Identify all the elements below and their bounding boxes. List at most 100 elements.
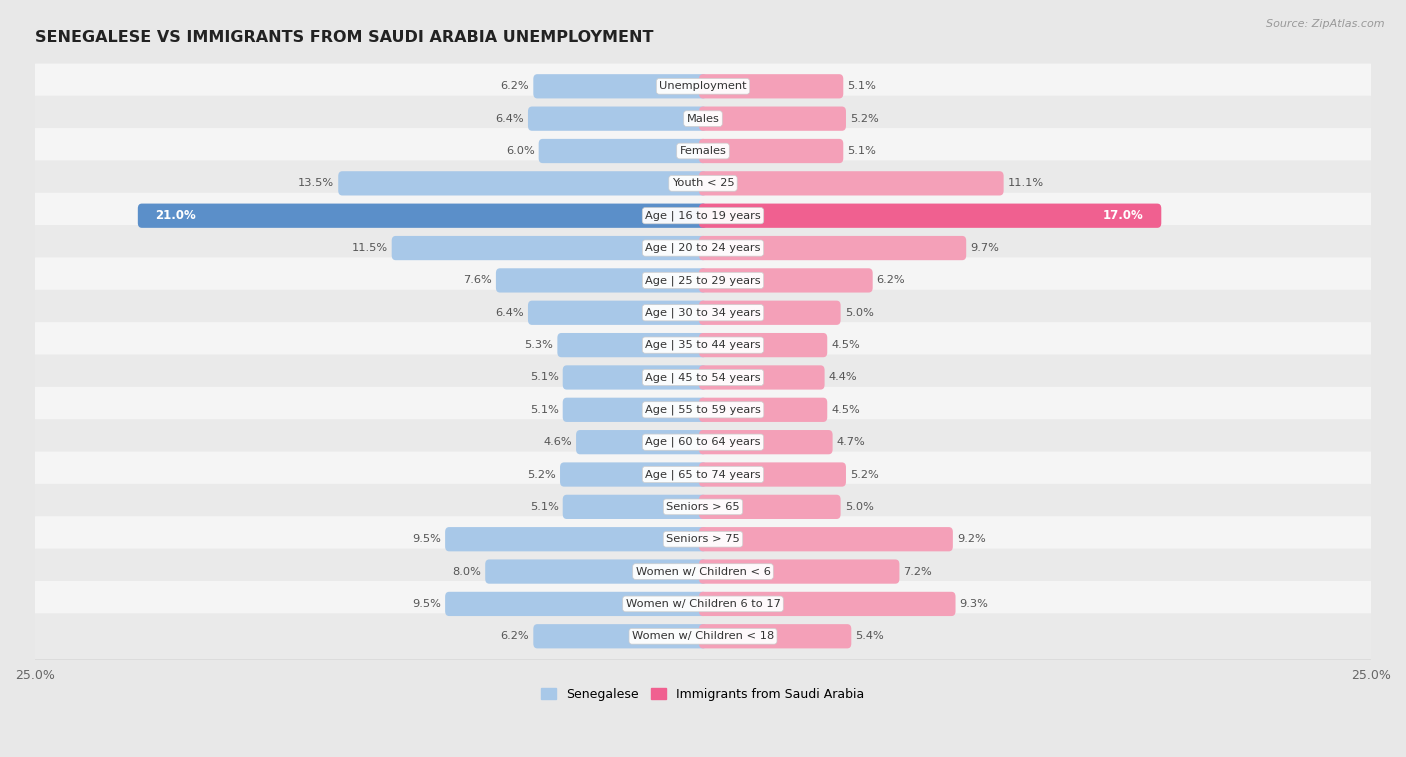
- FancyBboxPatch shape: [28, 160, 1378, 207]
- FancyBboxPatch shape: [138, 204, 707, 228]
- Text: Unemployment: Unemployment: [659, 81, 747, 92]
- FancyBboxPatch shape: [699, 592, 956, 616]
- Text: 11.1%: 11.1%: [1008, 179, 1043, 188]
- Text: 17.0%: 17.0%: [1104, 209, 1144, 223]
- FancyBboxPatch shape: [28, 419, 1378, 465]
- FancyBboxPatch shape: [339, 171, 707, 195]
- FancyBboxPatch shape: [28, 387, 1378, 433]
- FancyBboxPatch shape: [28, 484, 1378, 530]
- Text: 5.2%: 5.2%: [527, 469, 555, 479]
- Legend: Senegalese, Immigrants from Saudi Arabia: Senegalese, Immigrants from Saudi Arabia: [536, 683, 870, 706]
- FancyBboxPatch shape: [699, 171, 1004, 195]
- FancyBboxPatch shape: [699, 204, 1161, 228]
- Text: 5.0%: 5.0%: [845, 502, 873, 512]
- Text: 5.0%: 5.0%: [845, 308, 873, 318]
- FancyBboxPatch shape: [28, 549, 1378, 594]
- FancyBboxPatch shape: [699, 236, 966, 260]
- Text: 6.4%: 6.4%: [495, 308, 524, 318]
- Text: Women w/ Children < 18: Women w/ Children < 18: [631, 631, 775, 641]
- FancyBboxPatch shape: [446, 592, 707, 616]
- FancyBboxPatch shape: [28, 225, 1378, 271]
- FancyBboxPatch shape: [28, 484, 1378, 530]
- Text: Age | 65 to 74 years: Age | 65 to 74 years: [645, 469, 761, 480]
- Text: Source: ZipAtlas.com: Source: ZipAtlas.com: [1267, 19, 1385, 29]
- Text: Age | 35 to 44 years: Age | 35 to 44 years: [645, 340, 761, 350]
- Text: 5.1%: 5.1%: [848, 81, 876, 92]
- FancyBboxPatch shape: [28, 64, 1378, 109]
- FancyBboxPatch shape: [560, 463, 707, 487]
- Text: 5.1%: 5.1%: [530, 405, 558, 415]
- Text: 7.6%: 7.6%: [463, 276, 492, 285]
- FancyBboxPatch shape: [28, 257, 1378, 304]
- Text: 6.4%: 6.4%: [495, 114, 524, 123]
- Text: Women w/ Children 6 to 17: Women w/ Children 6 to 17: [626, 599, 780, 609]
- Text: Youth < 25: Youth < 25: [672, 179, 734, 188]
- Text: 5.4%: 5.4%: [855, 631, 884, 641]
- FancyBboxPatch shape: [28, 129, 1378, 174]
- Text: 7.2%: 7.2%: [904, 566, 932, 577]
- Text: Seniors > 75: Seniors > 75: [666, 534, 740, 544]
- FancyBboxPatch shape: [28, 226, 1378, 271]
- FancyBboxPatch shape: [28, 355, 1378, 400]
- Text: 11.5%: 11.5%: [352, 243, 388, 253]
- FancyBboxPatch shape: [28, 290, 1378, 336]
- FancyBboxPatch shape: [446, 527, 707, 551]
- Text: Age | 16 to 19 years: Age | 16 to 19 years: [645, 210, 761, 221]
- Text: 5.2%: 5.2%: [851, 114, 879, 123]
- FancyBboxPatch shape: [28, 419, 1378, 466]
- FancyBboxPatch shape: [28, 549, 1378, 595]
- FancyBboxPatch shape: [562, 397, 707, 422]
- Text: 4.6%: 4.6%: [544, 437, 572, 447]
- FancyBboxPatch shape: [496, 268, 707, 292]
- FancyBboxPatch shape: [485, 559, 707, 584]
- Text: 9.7%: 9.7%: [970, 243, 1000, 253]
- Text: 6.0%: 6.0%: [506, 146, 534, 156]
- FancyBboxPatch shape: [699, 527, 953, 551]
- FancyBboxPatch shape: [28, 193, 1378, 238]
- FancyBboxPatch shape: [699, 107, 846, 131]
- FancyBboxPatch shape: [699, 624, 851, 649]
- Text: 9.2%: 9.2%: [957, 534, 986, 544]
- Text: 21.0%: 21.0%: [155, 209, 195, 223]
- FancyBboxPatch shape: [28, 613, 1378, 659]
- Text: 9.5%: 9.5%: [412, 599, 441, 609]
- FancyBboxPatch shape: [28, 516, 1378, 562]
- FancyBboxPatch shape: [28, 258, 1378, 304]
- Text: 4.5%: 4.5%: [831, 405, 860, 415]
- FancyBboxPatch shape: [28, 95, 1378, 142]
- Text: 6.2%: 6.2%: [877, 276, 905, 285]
- FancyBboxPatch shape: [28, 96, 1378, 142]
- FancyBboxPatch shape: [699, 463, 846, 487]
- Text: 4.4%: 4.4%: [828, 372, 858, 382]
- Text: Seniors > 65: Seniors > 65: [666, 502, 740, 512]
- Text: 4.7%: 4.7%: [837, 437, 865, 447]
- Text: 6.2%: 6.2%: [501, 631, 529, 641]
- FancyBboxPatch shape: [28, 128, 1378, 174]
- FancyBboxPatch shape: [28, 516, 1378, 562]
- FancyBboxPatch shape: [28, 614, 1378, 659]
- Text: Women w/ Children < 6: Women w/ Children < 6: [636, 566, 770, 577]
- FancyBboxPatch shape: [28, 451, 1378, 497]
- Text: Age | 30 to 34 years: Age | 30 to 34 years: [645, 307, 761, 318]
- Text: 5.3%: 5.3%: [524, 340, 554, 350]
- Text: 13.5%: 13.5%: [298, 179, 335, 188]
- FancyBboxPatch shape: [699, 268, 873, 292]
- Text: SENEGALESE VS IMMIGRANTS FROM SAUDI ARABIA UNEMPLOYMENT: SENEGALESE VS IMMIGRANTS FROM SAUDI ARAB…: [35, 30, 654, 45]
- FancyBboxPatch shape: [699, 495, 841, 519]
- FancyBboxPatch shape: [529, 107, 707, 131]
- FancyBboxPatch shape: [392, 236, 707, 260]
- FancyBboxPatch shape: [529, 301, 707, 325]
- FancyBboxPatch shape: [562, 366, 707, 390]
- FancyBboxPatch shape: [557, 333, 707, 357]
- Text: Age | 45 to 54 years: Age | 45 to 54 years: [645, 372, 761, 383]
- Text: Females: Females: [679, 146, 727, 156]
- FancyBboxPatch shape: [699, 430, 832, 454]
- Text: 4.5%: 4.5%: [831, 340, 860, 350]
- Text: 8.0%: 8.0%: [453, 566, 481, 577]
- FancyBboxPatch shape: [533, 74, 707, 98]
- FancyBboxPatch shape: [28, 354, 1378, 400]
- FancyBboxPatch shape: [699, 333, 827, 357]
- FancyBboxPatch shape: [28, 387, 1378, 433]
- FancyBboxPatch shape: [699, 397, 827, 422]
- Text: Males: Males: [686, 114, 720, 123]
